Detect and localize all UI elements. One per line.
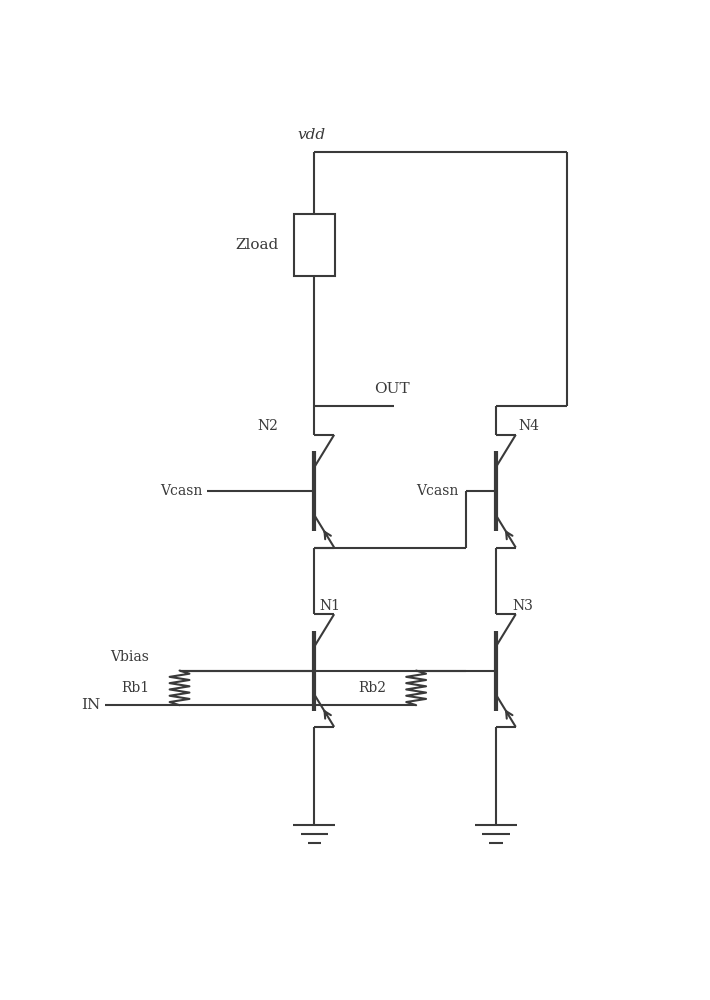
- Text: vdd: vdd: [297, 128, 326, 142]
- Text: N4: N4: [518, 419, 539, 433]
- Text: IN: IN: [82, 698, 101, 712]
- Bar: [294, 214, 334, 276]
- Text: Vcasn: Vcasn: [416, 484, 459, 498]
- Text: N3: N3: [513, 599, 533, 613]
- Text: OUT: OUT: [373, 382, 410, 396]
- Text: N2: N2: [258, 419, 278, 433]
- Text: Zload: Zload: [235, 238, 278, 252]
- Text: Rb1: Rb1: [121, 681, 149, 695]
- Text: Rb2: Rb2: [358, 681, 386, 695]
- Text: N1: N1: [320, 599, 341, 613]
- Text: Vcasn: Vcasn: [160, 484, 202, 498]
- Text: Vbias: Vbias: [110, 650, 149, 664]
